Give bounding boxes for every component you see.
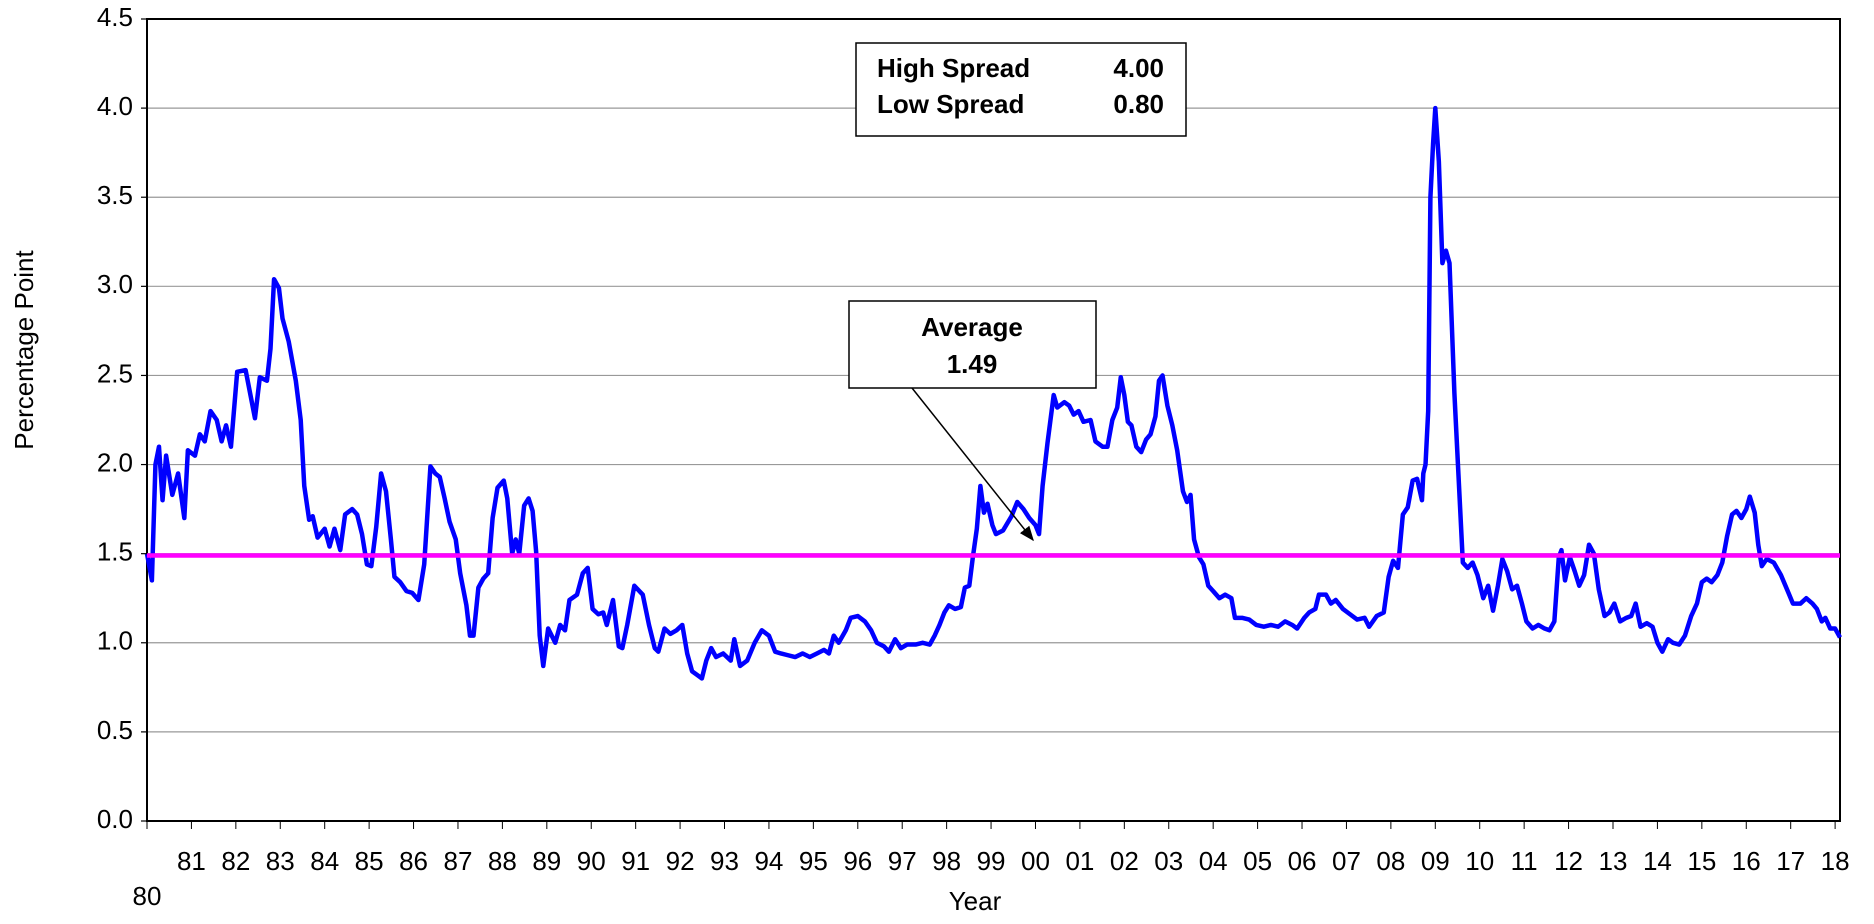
x-tick-label: 12 [1554,846,1583,876]
x-tick-label: 08 [1376,846,1405,876]
x-tick-label: 14 [1643,846,1672,876]
average-arrow [911,387,1034,542]
x-tick-label: 94 [754,846,783,876]
average-value: 1.49 [947,349,998,379]
data-line [144,105,1842,681]
x-tick-label: 90 [577,846,606,876]
x-axis-title: Year [949,886,1002,916]
x-tick-label: 98 [932,846,961,876]
x-tick-label: 86 [399,846,428,876]
stat-value: 0.80 [1113,89,1164,119]
x-tick-label: 95 [799,846,828,876]
x-tick-label: 83 [266,846,295,876]
y-tick-label: 2.0 [97,447,133,477]
x-tick-label: 09 [1421,846,1450,876]
x-tick-label: 91 [621,846,650,876]
x-tick-label: 04 [1199,846,1228,876]
y-tick-label: 1.5 [97,537,133,567]
y-tick-label: 1.0 [97,626,133,656]
x-tick-label: 97 [888,846,917,876]
x-tick-label: 85 [355,846,384,876]
y-tick-label: 0.0 [97,804,133,834]
x-tick-label: 81 [177,846,206,876]
x-tick-label: 15 [1687,846,1716,876]
x-tick-label: 18 [1821,846,1850,876]
x-tick-label: 84 [310,846,339,876]
y-tick-label: 3.5 [97,180,133,210]
x-tick-label: 99 [977,846,1006,876]
x-tick-label: 00 [1021,846,1050,876]
y-tick-label: 4.5 [97,2,133,32]
stat-label: Low Spread [877,89,1024,119]
x-tick-label: 82 [221,846,250,876]
y-tick-label: 2.5 [97,358,133,388]
x-tick-label: 01 [1065,846,1094,876]
average-label: Average [921,312,1023,342]
x-tick-label: 89 [532,846,561,876]
y-tick-label: 4.0 [97,91,133,121]
x-tick-label: 10 [1465,846,1494,876]
stat-label: High Spread [877,53,1030,83]
x-tick-label: 17 [1776,846,1805,876]
x-tick-label: 07 [1332,846,1361,876]
x-tick-label: 05 [1243,846,1272,876]
x-tick-label: 92 [666,846,695,876]
x-tick-label: 06 [1288,846,1317,876]
x-tick-label: 88 [488,846,517,876]
x-tick-label: 80 [133,881,162,911]
x-tick-label: 87 [444,846,473,876]
y-axis-title: Percentage Point [9,249,39,449]
average-box [848,300,1097,389]
y-tick-label: 3.0 [97,269,133,299]
x-tick-label: 96 [843,846,872,876]
plot-border [146,18,1841,822]
x-tick-label: 11 [1511,846,1538,876]
x-tick-label: 13 [1599,846,1628,876]
stats-box [855,42,1187,137]
stat-value: 4.00 [1113,53,1164,83]
x-tick-label: 02 [1110,846,1139,876]
x-tick-label: 93 [710,846,739,876]
x-tick-label: 16 [1732,846,1761,876]
y-tick-label: 0.5 [97,715,133,745]
x-tick-label: 03 [1154,846,1183,876]
